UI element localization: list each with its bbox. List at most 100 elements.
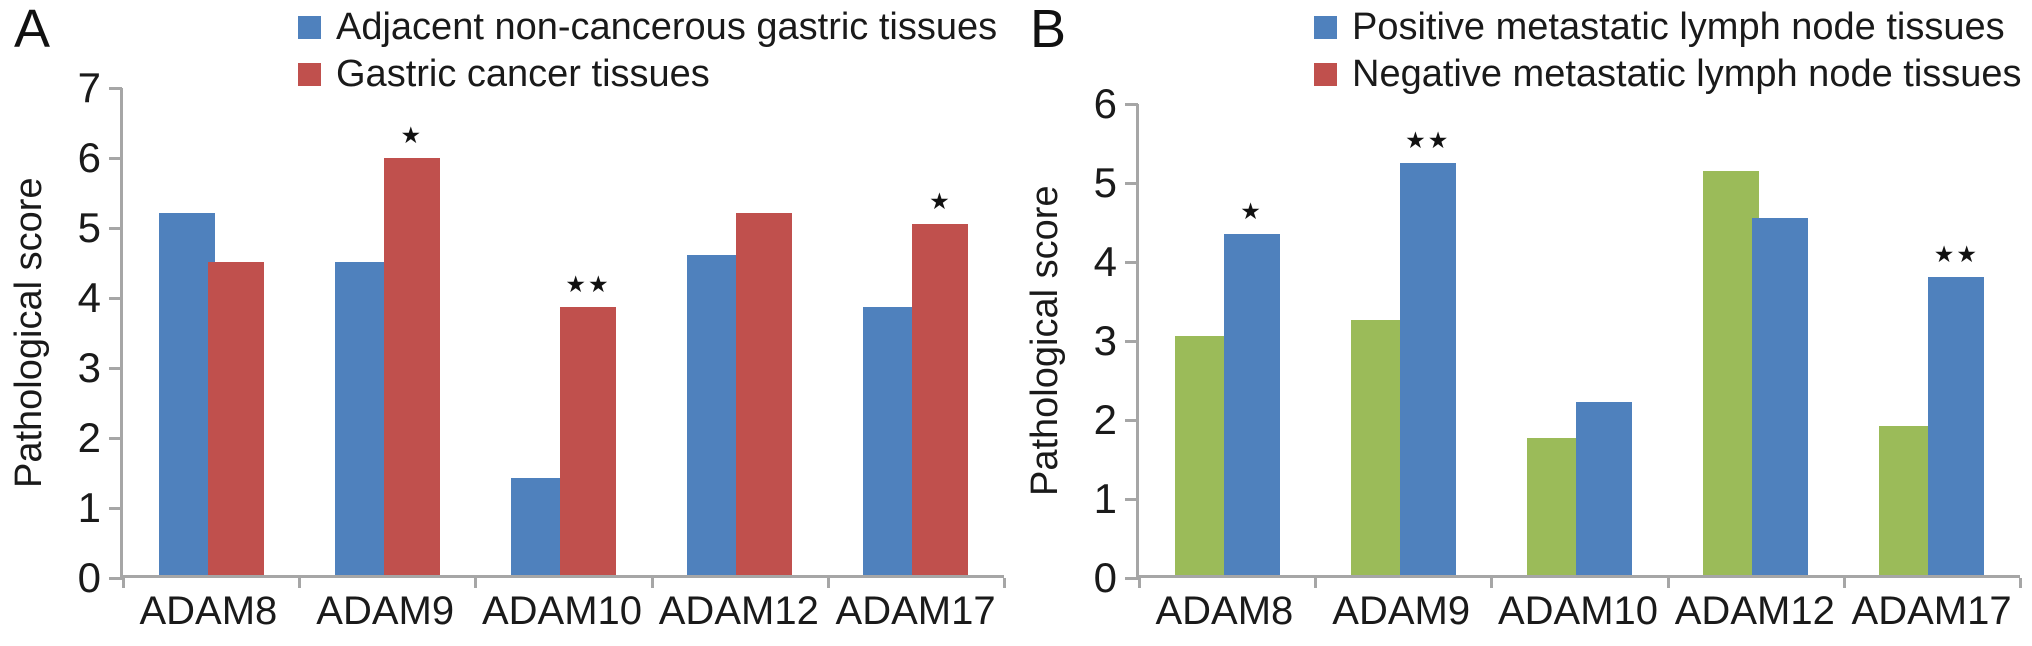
legend-label: Positive metastatic lymph node tissues: [1352, 6, 2005, 48]
x-tick-mark: [1314, 578, 1318, 588]
bar-group-adam8: ★: [1139, 104, 1315, 575]
y-tick: 5: [1094, 162, 1138, 204]
panel-a-header: Adjacent non-cancerous gastric tissues Ga…: [0, 0, 1004, 93]
x-axis-labels: ADAM8 ADAM9 ADAM10 ADAM12 ADAM17: [1136, 578, 2020, 644]
bar: [736, 213, 793, 575]
x-tick-mark: [1490, 578, 1494, 588]
panel-b-header: Positive metastatic lymph node tissues Ne…: [1016, 0, 2022, 93]
legend-label: Gastric cancer tissues: [336, 53, 710, 95]
bar: ★: [383, 123, 440, 575]
y-tick-mark: [1125, 497, 1138, 501]
x-axis-label: ADAM9: [316, 589, 455, 633]
y-tick-mark: [1125, 339, 1138, 343]
y-tick-label: 4: [1093, 238, 1117, 286]
y-tick: 0: [1094, 557, 1138, 599]
x-tick-mark: [1842, 578, 1846, 588]
y-tick: 3: [1094, 320, 1138, 362]
legend-swatch-icon: [1314, 15, 1337, 39]
bar-group-adam8: [123, 88, 299, 575]
y-tick-label: 1: [1093, 475, 1117, 523]
y-axis: 0 1 2 3 4 5 6 7: [58, 67, 122, 599]
bar-group-adam17: ★★: [1844, 104, 2020, 575]
y-tick-mark: [109, 156, 122, 160]
y-tick-mark: [1125, 102, 1138, 106]
significance-star: ★: [400, 121, 424, 148]
x-axis-label: ADAM17: [835, 589, 996, 633]
bar-group-adam12: [1668, 104, 1844, 575]
x-axis-label: ADAM12: [1674, 589, 1835, 633]
panel-a-legend: Adjacent non-cancerous gastric tissues Ga…: [298, 8, 997, 93]
bar: ★★: [560, 273, 616, 575]
bar: [1576, 402, 1632, 575]
y-tick: 3: [78, 347, 122, 389]
y-tick-label: 7: [77, 64, 101, 111]
bar-group-adam10: [1491, 104, 1667, 575]
legend-swatch-icon: [298, 62, 321, 86]
y-tick-mark: [109, 86, 122, 90]
y-tick-label: 0: [1093, 554, 1117, 601]
legend-label: Negative metastatic lymph node tissues: [1352, 53, 2022, 95]
y-tick-label: 1: [77, 484, 101, 531]
bar: [863, 307, 920, 575]
x-axis-label: ADAM10: [481, 589, 643, 633]
legend-swatch-icon: [1314, 62, 1337, 86]
y-tick-label: 2: [77, 414, 101, 461]
x-tick-mark: [122, 578, 125, 588]
x-axis-label: ADAM8: [1155, 589, 1294, 633]
y-tick-label: 0: [77, 554, 101, 601]
bar: [1350, 319, 1407, 575]
y-tick-mark: [1125, 181, 1138, 185]
panel-b-label: B: [1030, 0, 1067, 59]
legend-label: Adjacent non-cancerous gastric tissues: [336, 6, 998, 48]
bar: [687, 254, 744, 575]
legend-item: Adjacent non-cancerous gastric tissues: [298, 8, 997, 46]
x-tick-mark: [650, 578, 654, 588]
legend-item: Gastric cancer tissues: [298, 55, 997, 93]
bar-group-adam10: ★★: [475, 88, 651, 575]
y-tick-label: 6: [77, 134, 101, 181]
x-axis-label: ADAM12: [658, 589, 819, 633]
x-axis-label: ADAM10: [1497, 589, 1659, 633]
bar-group-adam9: ★: [299, 88, 475, 575]
panel-a: A Adjacent non-cancerous gastric tissues…: [0, 0, 1006, 633]
y-tick-mark: [109, 296, 122, 300]
legend-swatch-icon: [298, 15, 321, 39]
y-tick: 0: [78, 557, 122, 599]
bar: [1879, 425, 1936, 575]
bar: ★★: [1928, 242, 1985, 575]
bar-group-adam12: [652, 88, 828, 575]
y-tick-mark: [109, 436, 122, 440]
x-tick-mark: [474, 578, 478, 588]
y-tick-label: 4: [77, 274, 101, 321]
x-tick-mark: [298, 578, 302, 588]
y-tick-mark: [109, 226, 122, 230]
legend-item: Positive metastatic lymph node tissues: [1314, 8, 2022, 46]
bar-group-adam9: ★★: [1315, 104, 1491, 575]
y-tick-mark: [1125, 260, 1138, 264]
x-axis-label: ADAM9: [1332, 589, 1471, 633]
significance-star: ★★: [565, 271, 611, 298]
x-axis-label: ADAM8: [139, 589, 278, 633]
y-tick-label: 5: [1093, 159, 1117, 206]
panel-a-label: A: [14, 0, 51, 59]
bar-group-adam17: ★: [828, 88, 1004, 575]
x-tick-mark: [2019, 578, 2022, 588]
y-tick: 6: [1094, 83, 1138, 125]
bar: [511, 477, 567, 575]
significance-star: ★★: [1933, 240, 1980, 267]
x-tick-mark: [826, 578, 830, 588]
y-axis-title: Pathological score: [1024, 185, 1066, 497]
significance-star: ★: [1240, 197, 1263, 224]
panel-b: B Positive metastatic lymph node tissues…: [1016, 0, 2032, 646]
bar: [1703, 170, 1760, 575]
x-axis-label: ADAM17: [1851, 589, 2012, 633]
bar: [207, 261, 264, 575]
y-tick-mark: [1125, 418, 1138, 422]
y-tick: 4: [1094, 241, 1138, 283]
y-tick: 2: [1094, 399, 1138, 441]
y-tick-label: 3: [77, 344, 101, 391]
bar: [158, 213, 215, 575]
